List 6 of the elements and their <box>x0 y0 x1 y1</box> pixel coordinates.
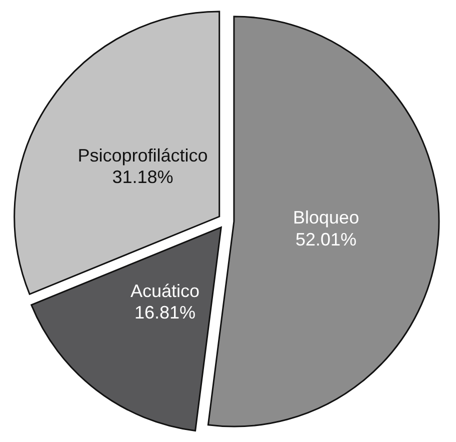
slice-label: Bloqueo <box>293 208 360 228</box>
data-label: 31.18% <box>112 167 174 188</box>
slice-label: Psicoprofiláctico <box>78 146 208 166</box>
data-label: 52.01% <box>296 229 357 250</box>
data-label: 16.81% <box>134 302 196 323</box>
slice-label: Acuático <box>130 280 200 301</box>
